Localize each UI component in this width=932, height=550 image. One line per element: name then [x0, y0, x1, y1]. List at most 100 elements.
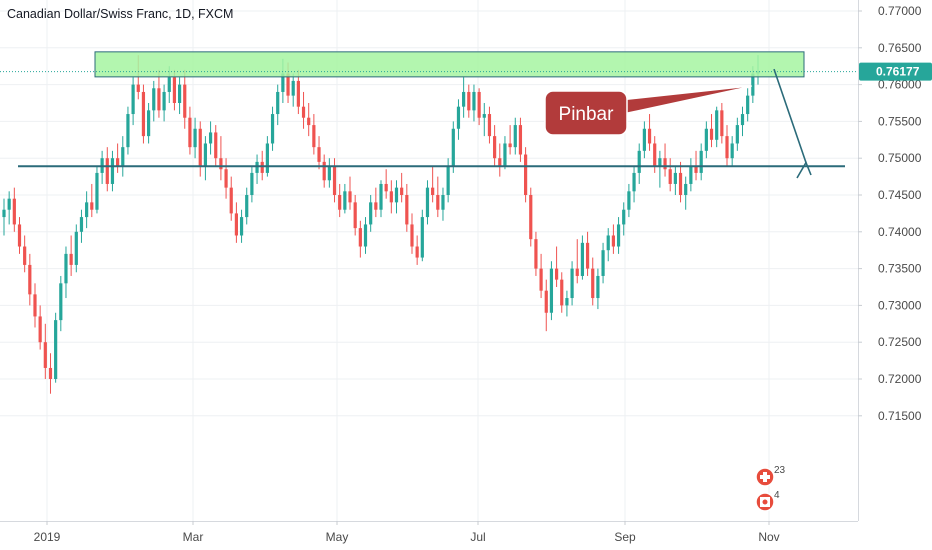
- swiss-flag-cross-h: [760, 475, 770, 479]
- candle-body: [358, 228, 362, 247]
- candle: [647, 114, 652, 151]
- candle-body: [17, 224, 22, 247]
- candle-body: [348, 191, 352, 203]
- candle-body: [730, 143, 734, 159]
- candle: [239, 209, 244, 243]
- candle-body: [704, 128, 708, 151]
- candle: [358, 220, 362, 258]
- candle: [524, 147, 528, 203]
- candle: [668, 158, 672, 192]
- candle-body: [415, 246, 419, 258]
- candle-body: [255, 161, 259, 173]
- candle-body: [420, 217, 424, 258]
- candle: [307, 103, 311, 137]
- candle-body: [369, 202, 373, 225]
- candle-body: [12, 198, 16, 225]
- candle-body: [518, 125, 523, 155]
- candle-body: [482, 114, 486, 118]
- candle-body: [462, 91, 466, 107]
- candle: [678, 161, 683, 203]
- candle-body: [585, 242, 590, 269]
- candle-body: [441, 195, 445, 210]
- candle: [188, 106, 192, 155]
- candle: [539, 253, 543, 299]
- candle-body: [560, 279, 564, 306]
- candle: [596, 268, 600, 310]
- candle-body: [301, 106, 306, 118]
- candle-body: [467, 91, 471, 111]
- candle-body: [69, 253, 73, 265]
- pinbar-label: Pinbar: [559, 104, 615, 125]
- candle-body: [715, 110, 719, 140]
- candle: [38, 305, 42, 350]
- candle-body: [663, 158, 667, 170]
- candle-body: [678, 172, 683, 195]
- candle-body: [188, 117, 192, 148]
- candle-body: [152, 88, 156, 111]
- candle: [203, 136, 208, 181]
- candle: [508, 125, 512, 155]
- candle: [425, 180, 430, 225]
- grid: [0, 0, 858, 521]
- candle: [720, 103, 724, 144]
- candle: [601, 242, 605, 284]
- candle: [348, 176, 352, 210]
- price-tick-label: 0.75000: [878, 151, 922, 165]
- candle-body: [327, 165, 331, 181]
- candle: [410, 213, 414, 254]
- candle-body: [270, 114, 275, 144]
- candle: [116, 143, 120, 173]
- candle-body: [116, 158, 120, 166]
- candle-body: [746, 95, 750, 115]
- candle-body: [353, 202, 357, 229]
- candle: [301, 91, 306, 129]
- candle: [709, 114, 714, 148]
- candle-body: [291, 80, 295, 96]
- candle: [265, 136, 269, 177]
- candle: [121, 136, 125, 177]
- candle: [193, 117, 197, 159]
- candle: [549, 261, 554, 321]
- candle-body: [544, 290, 548, 313]
- price-tick-label: 0.72000: [878, 372, 922, 386]
- candle-body: [379, 183, 383, 210]
- forecast-arrow-line: [773, 68, 807, 163]
- candle-body: [554, 268, 559, 280]
- resistance-zone: [94, 51, 805, 78]
- candle-body: [105, 158, 109, 184]
- candle: [100, 150, 104, 184]
- candle-body: [136, 84, 140, 92]
- candle-body: [260, 161, 264, 173]
- candle: [405, 183, 409, 232]
- time-tick-label: Mar: [183, 530, 204, 544]
- candle-body: [157, 88, 161, 111]
- candle-body: [658, 158, 662, 166]
- candle-body: [239, 217, 244, 236]
- candle: [436, 176, 440, 218]
- chart-title: Canadian Dollar/Swiss Franc, 1D, FXCM: [7, 7, 233, 21]
- candle: [152, 80, 156, 122]
- price-axis-panel: [858, 0, 932, 550]
- candle: [606, 228, 610, 262]
- candle-body: [276, 91, 280, 115]
- event-count-badge: 4: [774, 490, 780, 501]
- candle: [704, 121, 708, 159]
- candle: [544, 279, 548, 332]
- candle-body: [131, 84, 135, 115]
- candle: [699, 143, 703, 181]
- annotations: Pinbar 23 4: [0, 51, 858, 512]
- time-tick-label: Jul: [470, 530, 485, 544]
- event-badge-flag-icon: 23: [755, 465, 786, 487]
- candle: [560, 272, 564, 313]
- candle-body: [456, 106, 461, 129]
- candle-body: [38, 316, 42, 343]
- candle: [498, 143, 502, 177]
- candle-body: [709, 128, 714, 140]
- candle: [69, 235, 73, 276]
- candle: [276, 84, 280, 126]
- candle: [554, 246, 559, 287]
- candle-body: [405, 195, 409, 225]
- candle-body: [229, 187, 233, 214]
- candle: [23, 235, 27, 273]
- candle: [147, 103, 151, 144]
